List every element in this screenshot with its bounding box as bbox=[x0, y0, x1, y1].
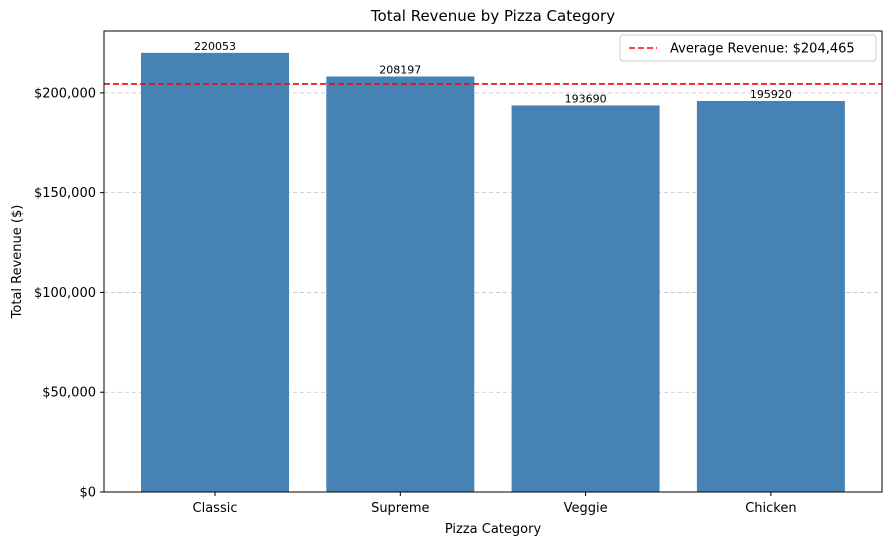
data-labels: 220053 208197 193690 195920 bbox=[194, 40, 792, 106]
bar bbox=[141, 52, 289, 492]
axes-frame bbox=[103, 30, 883, 493]
y-axis-ticks: $0 $50,000 $100,000 $150,000 $200,000 bbox=[34, 86, 104, 501]
x-tick-label: Chicken bbox=[745, 501, 796, 516]
x-axis-title: Pizza Category bbox=[445, 522, 542, 537]
y-tick-label: $200,000 bbox=[34, 86, 96, 101]
bar bbox=[696, 101, 845, 492]
x-tick-label: Veggie bbox=[564, 501, 608, 516]
bar bbox=[511, 105, 660, 492]
x-tick-label: Classic bbox=[193, 501, 238, 516]
x-axis-ticks: Classic Supreme Veggie Chicken bbox=[193, 492, 797, 516]
legend: Average Revenue: $204,465 bbox=[619, 34, 877, 62]
chart-title: Total Revenue by Pizza Category bbox=[370, 7, 615, 25]
legend-label-average: Average Revenue: $204,465 bbox=[670, 42, 855, 57]
y-tick-label: $0 bbox=[79, 486, 96, 501]
data-label: 193690 bbox=[565, 92, 607, 105]
data-label: 220053 bbox=[194, 40, 236, 53]
y-tick-label: $100,000 bbox=[34, 286, 96, 301]
data-label: 195920 bbox=[750, 88, 792, 101]
legend-box bbox=[619, 34, 877, 62]
data-label: 208197 bbox=[379, 64, 421, 77]
bars bbox=[141, 52, 845, 492]
y-tick-label: $50,000 bbox=[42, 386, 96, 401]
x-tick-label: Supreme bbox=[371, 501, 429, 516]
y-axis-title: Total Revenue ($) bbox=[10, 205, 25, 320]
bar bbox=[326, 76, 475, 492]
y-tick-label: $150,000 bbox=[34, 186, 96, 201]
